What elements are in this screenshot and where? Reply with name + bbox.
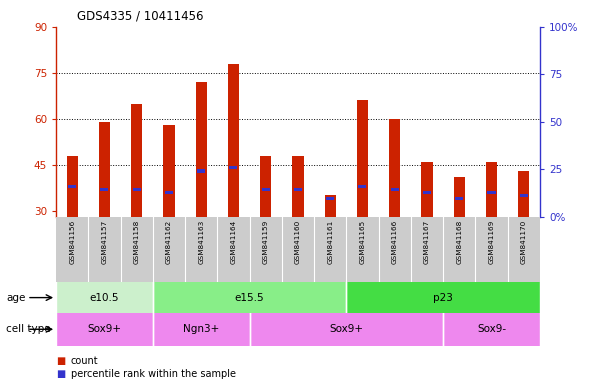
Bar	[165, 191, 173, 194]
Bar	[67, 156, 78, 217]
Bar	[294, 188, 302, 191]
Text: e10.5: e10.5	[90, 293, 119, 303]
Bar	[391, 188, 399, 191]
Bar	[250, 313, 443, 346]
Text: GSM841160: GSM841160	[295, 220, 301, 265]
Bar	[346, 282, 540, 313]
Bar	[56, 313, 153, 346]
Text: GSM841170: GSM841170	[521, 220, 527, 265]
Text: p23: p23	[433, 293, 453, 303]
Text: GSM841156: GSM841156	[69, 220, 75, 265]
Text: GSM841166: GSM841166	[392, 220, 398, 265]
Text: e15.5: e15.5	[235, 293, 264, 303]
Bar	[455, 197, 463, 200]
Text: GSM841169: GSM841169	[489, 220, 494, 265]
Bar	[520, 194, 527, 197]
Text: GSM841158: GSM841158	[134, 220, 140, 265]
Text: GSM841161: GSM841161	[327, 220, 333, 265]
Bar	[454, 177, 465, 217]
Bar	[487, 191, 496, 194]
Bar	[153, 282, 346, 313]
Text: ■: ■	[56, 356, 65, 366]
Text: GSM841167: GSM841167	[424, 220, 430, 265]
Text: GSM841163: GSM841163	[198, 220, 204, 265]
Bar	[324, 195, 336, 217]
Text: GSM841162: GSM841162	[166, 220, 172, 265]
Text: GSM841164: GSM841164	[231, 220, 237, 265]
Bar	[197, 169, 205, 172]
Bar	[228, 64, 239, 217]
Bar	[389, 119, 401, 217]
Text: Ngn3+: Ngn3+	[183, 324, 219, 334]
Bar	[486, 162, 497, 217]
Bar	[357, 101, 368, 217]
Bar	[443, 313, 540, 346]
Text: GSM841168: GSM841168	[456, 220, 462, 265]
Bar	[131, 104, 142, 217]
Bar	[133, 188, 140, 191]
Bar	[100, 188, 109, 191]
Bar	[230, 166, 237, 169]
Text: Sox9-: Sox9-	[477, 324, 506, 334]
Text: cell type: cell type	[6, 324, 51, 334]
Text: GSM841159: GSM841159	[263, 220, 268, 265]
Text: count: count	[71, 356, 99, 366]
Bar	[421, 162, 432, 217]
Bar	[153, 313, 250, 346]
Text: ■: ■	[56, 369, 65, 379]
Bar	[99, 122, 110, 217]
Bar	[292, 156, 304, 217]
Text: percentile rank within the sample: percentile rank within the sample	[71, 369, 236, 379]
Bar	[261, 188, 270, 191]
Text: GSM841165: GSM841165	[359, 220, 365, 265]
Bar	[358, 185, 366, 188]
Text: Sox9+: Sox9+	[87, 324, 122, 334]
Bar	[518, 171, 529, 217]
Text: age: age	[6, 293, 25, 303]
Bar	[163, 125, 175, 217]
Text: GDS4335 / 10411456: GDS4335 / 10411456	[77, 10, 203, 23]
Bar	[326, 197, 334, 200]
Bar	[423, 191, 431, 194]
Bar	[195, 82, 207, 217]
Bar	[260, 156, 271, 217]
Text: Sox9+: Sox9+	[329, 324, 363, 334]
Bar	[56, 282, 153, 313]
Text: GSM841157: GSM841157	[101, 220, 107, 265]
Bar	[68, 185, 76, 188]
